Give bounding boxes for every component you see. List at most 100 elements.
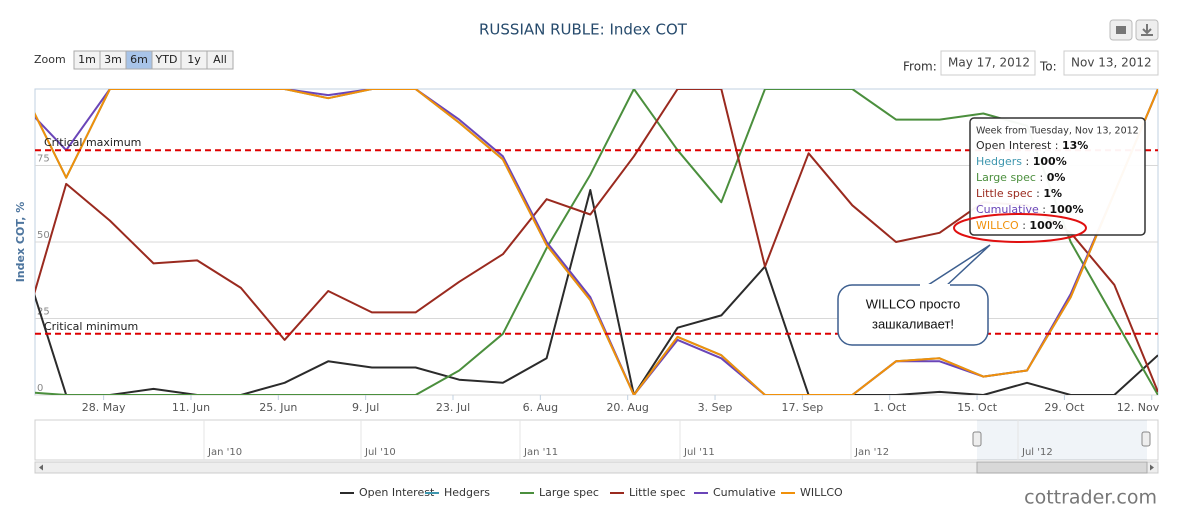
zoom-button-label: 3m: [104, 53, 122, 66]
x-tick-label: 6. Aug: [523, 401, 558, 414]
x-tick-label: 17. Sep: [782, 401, 824, 414]
navigator-label: Jul '11: [683, 447, 715, 458]
callout-join: [920, 284, 950, 287]
series-line: [35, 89, 1158, 395]
x-tick-label: 11. Jun: [172, 401, 210, 414]
callout-pointer: [924, 244, 991, 288]
tooltip-separator: :: [1022, 155, 1033, 168]
navigator-selection[interactable]: [977, 420, 1147, 460]
zoom-button-label: YTD: [155, 53, 178, 66]
tooltip-header: Week from Tuesday, Nov 13, 2012: [976, 126, 1139, 137]
tooltip-series-name: Large spec: [976, 171, 1036, 184]
navigator-label: Jan '12: [854, 447, 889, 458]
tooltip-value: 0%: [1047, 171, 1066, 184]
navigator-label: Jan '11: [523, 447, 558, 458]
zoom-button-label: 1y: [187, 53, 201, 66]
critical-label: Critical maximum: [44, 136, 141, 149]
tooltip-separator: :: [1051, 139, 1062, 152]
from-value: May 17, 2012: [948, 56, 1030, 70]
series-line: [35, 89, 1158, 393]
legend-label[interactable]: Open Interest: [359, 486, 435, 499]
export-buttons: [1109, 19, 1159, 41]
callout-box: [837, 284, 989, 346]
tooltip-separator: :: [1036, 171, 1047, 184]
zoom-button[interactable]: [206, 50, 234, 70]
x-tick-label: 12. Nov: [1117, 401, 1160, 414]
annotation-line: WILLCO просто: [866, 296, 961, 311]
scrollbar-thumb[interactable]: [976, 461, 1148, 474]
tooltip-series-name: Cumulative: [976, 203, 1039, 216]
y-axis-title: Index COT, %: [14, 202, 27, 283]
credit: cottrader.com: [1024, 487, 1157, 509]
tooltip-row: Open Interest : 13%: [976, 139, 1088, 152]
tooltip-box: [969, 117, 1146, 236]
tooltip: Week from Tuesday, Nov 13, 2012 Open Int…: [969, 117, 1146, 236]
critical-label: Critical minimum: [44, 320, 138, 333]
to-label: To:: [1039, 60, 1057, 74]
scrollbar-track: [34, 461, 1159, 474]
zoom-button-label: 1m: [78, 53, 96, 66]
from-input[interactable]: [940, 50, 1036, 76]
tooltip-value: 100%: [1050, 203, 1084, 216]
legend-label[interactable]: Cumulative: [713, 486, 776, 499]
x-tick-label: 3. Sep: [698, 401, 733, 414]
y-tick-label: 50: [37, 230, 50, 241]
x-tick-label: 20. Aug: [606, 401, 648, 414]
navigator-frame: [34, 419, 1159, 461]
legend-label[interactable]: Little spec: [629, 486, 686, 499]
annotation: [837, 244, 991, 346]
navigator-label: Jul '12: [1021, 447, 1053, 458]
x-tick-label: 15. Oct: [957, 401, 998, 414]
annotation-line: зашкаливает!: [872, 316, 954, 331]
tooltip-series-name: Hedgers: [976, 155, 1022, 168]
from-label: From:: [903, 60, 937, 74]
tooltip-value: 100%: [1029, 219, 1063, 232]
x-tick-label: 23. Jul: [436, 401, 470, 414]
legend-label[interactable]: WILLCO: [800, 486, 843, 499]
tooltip-series-name: Little spec: [976, 187, 1033, 200]
zoom-button-label: 6m: [130, 53, 148, 66]
tooltip-separator: :: [1033, 187, 1044, 200]
x-tick-label: 25. Jun: [259, 401, 297, 414]
annotation-text: WILLCO просто зашкаливает!: [866, 296, 961, 331]
legend: Open Interest Hedgers Large spec Little spe…: [340, 486, 843, 499]
navigator: Jan '10 Jul '10 Jan '11 Jul '11 Jan '12 Jul '…: [34, 419, 1159, 474]
y-tick-label: 25: [37, 307, 50, 318]
tooltip-row: Cumulative : 100%: [976, 203, 1083, 216]
legend-label[interactable]: Hedgers: [444, 486, 490, 499]
zoom-button-label: All: [213, 53, 227, 66]
tooltip-row: Little spec : 1%: [976, 187, 1062, 200]
tooltip-row: Large spec : 0%: [976, 171, 1065, 184]
to-value: Nov 13, 2012: [1071, 56, 1152, 70]
tooltip-value: 1%: [1043, 187, 1062, 200]
chart-title: RUSSIAN RUBLE: Index COT: [479, 21, 688, 39]
tooltip-value: 13%: [1062, 139, 1088, 152]
tooltip-row: WILLCO : 100%: [976, 219, 1063, 232]
print-icon: [1116, 26, 1126, 34]
tooltip-separator: :: [1039, 203, 1050, 216]
y-tick-label: 75: [37, 154, 50, 165]
to-input[interactable]: [1063, 50, 1159, 76]
navigator-label: Jan '10: [207, 447, 242, 458]
zoom-buttons: 1m 3m 6m YTD 1y All: [73, 50, 234, 70]
tooltip-separator: :: [1019, 219, 1030, 232]
tooltip-value: 100%: [1033, 155, 1067, 168]
x-tick-label: 1. Oct: [873, 401, 907, 414]
tooltip-row: Hedgers : 100%: [976, 155, 1067, 168]
zoom-label: Zoom: [34, 53, 66, 66]
x-tick-label: 9. Jul: [352, 401, 379, 414]
navigator-handle[interactable]: [1141, 431, 1151, 447]
tooltip-series-name: Open Interest: [976, 139, 1052, 152]
series-line: [35, 189, 1158, 395]
export-icon: [1141, 24, 1153, 36]
tooltip-series-name: WILLCO: [976, 219, 1019, 232]
highlight-ellipse: [953, 213, 1087, 243]
series-group: [35, 89, 1158, 395]
navigator-handle[interactable]: [972, 431, 982, 447]
legend-label[interactable]: Large spec: [539, 486, 599, 499]
x-tick-label: 28. May: [82, 401, 126, 414]
x-tick-label: 29. Oct: [1044, 401, 1085, 414]
series-line: [35, 89, 1158, 395]
